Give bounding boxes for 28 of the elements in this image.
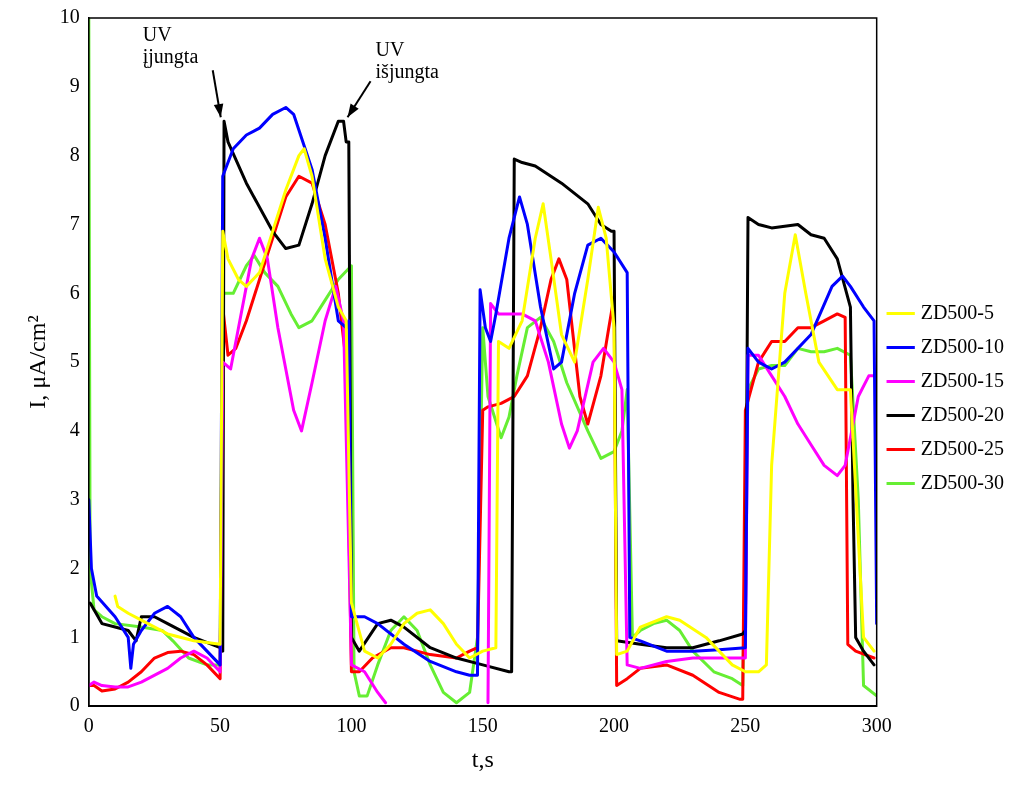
x-tick-label: 150 [467, 714, 498, 737]
legend-label: ZD500-30 [920, 470, 1005, 493]
x-tick-label: 100 [336, 714, 367, 737]
x-tick-label: 0 [83, 714, 94, 737]
legend-label: ZD500-25 [920, 436, 1005, 459]
y-axis-title: I, μA/cm² [23, 315, 50, 409]
x-tick-label: 300 [861, 714, 892, 737]
y-tick-label: 9 [69, 74, 80, 97]
y-tick-label: 2 [69, 555, 80, 578]
legend-label: ZD500-10 [920, 334, 1005, 357]
annotation: UV įjungta [142, 23, 199, 69]
legend-label: ZD500-15 [920, 368, 1005, 391]
y-tick-label: 7 [69, 211, 80, 234]
y-tick-label: 5 [69, 349, 80, 372]
y-tick-label: 6 [69, 280, 80, 303]
x-axis-title: t,s [471, 745, 494, 772]
y-tick-label: 4 [69, 418, 80, 441]
y-tick-label: 10 [59, 5, 80, 28]
y-tick-label: 3 [69, 486, 80, 509]
legend-label: ZD500-5 [920, 300, 995, 323]
x-tick-label: 250 [730, 714, 761, 737]
legend-label: ZD500-20 [920, 402, 1005, 425]
y-tick-label: 8 [69, 142, 80, 165]
x-tick-label: 50 [210, 714, 231, 737]
y-tick-label: 0 [69, 693, 80, 716]
y-tick-label: 1 [69, 624, 80, 647]
x-tick-label: 200 [599, 714, 630, 737]
annotation: UV išjungta [375, 38, 439, 84]
